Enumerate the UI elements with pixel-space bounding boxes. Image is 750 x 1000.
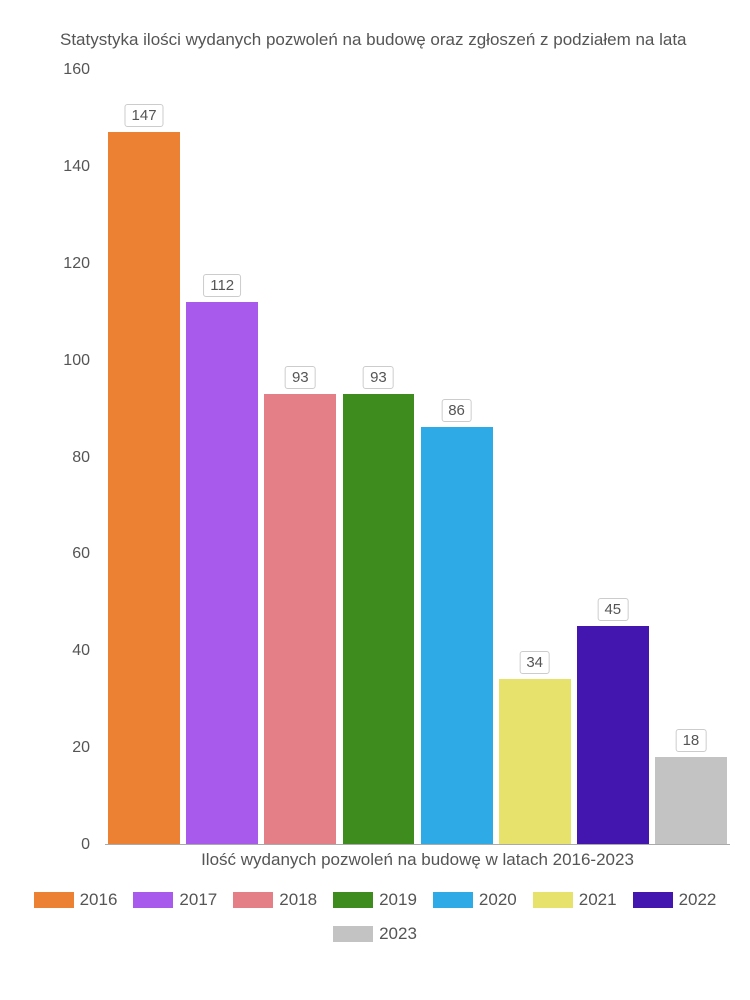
bar-2022: 45 — [577, 626, 649, 844]
legend-swatch — [34, 892, 74, 908]
legend-item-2016: 2016 — [34, 885, 118, 916]
y-axis: 020406080100120140160 — [50, 70, 90, 870]
bar-2017: 112 — [186, 302, 258, 845]
bar-label: 45 — [597, 598, 628, 621]
bar-2019: 93 — [343, 394, 415, 844]
y-tick: 140 — [50, 158, 90, 176]
legend-item-2017: 2017 — [133, 885, 217, 916]
bar-2021: 34 — [499, 679, 571, 844]
legend-item-2018: 2018 — [233, 885, 317, 916]
y-tick: 160 — [50, 61, 90, 79]
y-tick: 40 — [50, 642, 90, 660]
legend-item-2023: 2023 — [333, 919, 417, 950]
bar-label: 18 — [676, 729, 707, 752]
bar-label: 93 — [363, 366, 394, 389]
x-axis-label: Ilość wydanych pozwoleń na budowę w lata… — [105, 850, 730, 870]
legend-label: 2023 — [379, 919, 417, 950]
legend: 2016 2017 2018 2019 2020 2021 2022 2023 — [20, 885, 730, 953]
legend-item-2020: 2020 — [433, 885, 517, 916]
plot-area: 147112939386344518 — [105, 70, 730, 845]
legend-swatch — [333, 892, 373, 908]
y-tick: 0 — [50, 836, 90, 854]
legend-swatch — [233, 892, 273, 908]
legend-swatch — [133, 892, 173, 908]
bar-2023: 18 — [655, 757, 727, 844]
legend-label: 2017 — [179, 885, 217, 916]
legend-label: 2019 — [379, 885, 417, 916]
y-tick: 80 — [50, 449, 90, 467]
chart-title: Statystyka ilości wydanych pozwoleń na b… — [60, 30, 730, 50]
chart-area: 020406080100120140160 147112939386344518… — [50, 70, 730, 870]
legend-item-2019: 2019 — [333, 885, 417, 916]
y-tick: 120 — [50, 255, 90, 273]
y-tick: 60 — [50, 545, 90, 563]
legend-swatch — [333, 926, 373, 942]
bar-2018: 93 — [264, 394, 336, 844]
bar-label: 147 — [125, 104, 164, 127]
y-tick: 100 — [50, 352, 90, 370]
legend-label: 2021 — [579, 885, 617, 916]
legend-label: 2018 — [279, 885, 317, 916]
legend-swatch — [533, 892, 573, 908]
legend-item-2021: 2021 — [533, 885, 617, 916]
bar-2020: 86 — [421, 427, 493, 844]
bar-label: 93 — [285, 366, 316, 389]
y-tick: 20 — [50, 739, 90, 757]
bar-label: 112 — [203, 274, 241, 297]
legend-swatch — [433, 892, 473, 908]
legend-label: 2020 — [479, 885, 517, 916]
legend-label: 2022 — [679, 885, 717, 916]
legend-item-2022: 2022 — [633, 885, 717, 916]
legend-swatch — [633, 892, 673, 908]
bar-label: 86 — [441, 399, 472, 422]
bar-label: 34 — [519, 651, 550, 674]
bar-2016: 147 — [108, 132, 180, 844]
legend-label: 2016 — [80, 885, 118, 916]
